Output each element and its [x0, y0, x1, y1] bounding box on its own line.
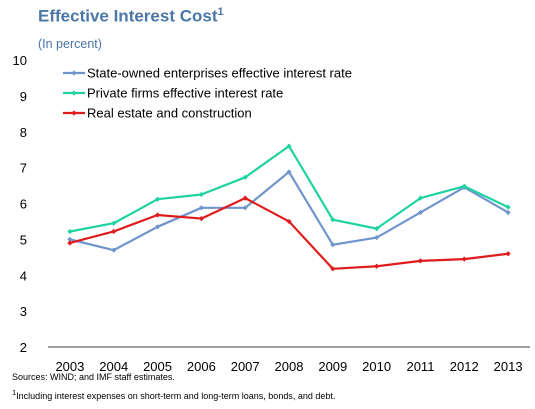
chart-title: Effective Interest Cost1 [38, 6, 224, 27]
series-2 [67, 195, 511, 272]
data-point [286, 169, 292, 175]
x-tick-label: 2006 [187, 359, 216, 374]
chart-subtitle: (In percent) [38, 37, 102, 51]
data-point [330, 242, 336, 248]
chart-axes: 2 3 4 5 6 7 8 9 10 2003 2004 2005 2006 2007 2008 2009 20… [13, 53, 530, 374]
chart-legend: State-owned enterprises effective intere… [63, 66, 352, 121]
data-point [242, 174, 248, 180]
legend-item: State-owned enterprises effective intere… [63, 66, 352, 81]
y-tick-label: 9 [20, 89, 27, 104]
series-line [69, 145, 509, 233]
data-point [198, 205, 204, 211]
data-point [461, 256, 467, 262]
legend-marker [71, 70, 77, 76]
data-point [242, 195, 248, 201]
x-tick-label: 2013 [494, 359, 523, 374]
x-tick-label: 2005 [143, 359, 172, 374]
y-tick-label: 10 [13, 53, 27, 68]
series-1 [67, 143, 511, 235]
y-tick-label: 8 [20, 125, 27, 140]
x-tick-label: 2004 [99, 359, 128, 374]
data-point [505, 204, 511, 210]
footnote: 1Including interest expenses on short-te… [12, 388, 335, 401]
y-tick-label: 4 [20, 268, 27, 283]
data-point [154, 212, 161, 218]
chart-series [67, 143, 511, 272]
x-tick-label: 2010 [362, 359, 391, 374]
data-point [154, 224, 161, 230]
data-point [374, 234, 380, 241]
footnote-text: Including interest expenses on short-ter… [16, 391, 336, 401]
data-point [374, 263, 380, 269]
data-point [198, 215, 204, 222]
data-point [461, 183, 467, 189]
y-tick-label: 7 [20, 161, 27, 176]
x-tick-label: 2003 [55, 359, 84, 374]
x-tick-label: 2012 [450, 359, 479, 374]
footnote-marker: 1 [12, 388, 17, 397]
data-point [330, 217, 336, 223]
data-point [505, 209, 511, 216]
data-point [505, 251, 511, 257]
x-tick-label: 2007 [231, 359, 260, 374]
data-point [154, 196, 161, 202]
data-point [67, 236, 73, 242]
source-note: Sources: WIND; and IMF staff estimates. [12, 372, 175, 382]
legend-label: Real estate and construction [87, 106, 252, 121]
title-footnote-marker: 1 [217, 6, 224, 18]
y-tick-label: 5 [20, 232, 27, 247]
data-point [286, 143, 292, 149]
data-point [67, 228, 73, 235]
series-line [69, 197, 509, 270]
y-tick-label: 6 [20, 197, 27, 212]
data-point [111, 247, 117, 253]
data-point [198, 191, 204, 198]
data-point [67, 240, 73, 246]
data-point [374, 226, 380, 232]
data-point [286, 218, 292, 225]
data-point [111, 228, 117, 235]
legend-item: Real estate and construction [63, 106, 252, 121]
x-tick-label: 2008 [275, 359, 304, 374]
legend-item: Private firms effective interest rate [63, 86, 283, 101]
x-tick-label: 2011 [406, 359, 434, 374]
data-point [330, 266, 336, 272]
y-tick-label: 2 [20, 340, 27, 355]
data-point [417, 209, 424, 216]
data-point [111, 220, 117, 226]
legend-marker [71, 90, 77, 96]
data-point [417, 195, 424, 201]
chart-title-text: Effective Interest Cost [38, 6, 218, 26]
data-point [417, 258, 424, 264]
data-point [242, 205, 248, 211]
legend-marker [71, 110, 77, 116]
y-tick-label: 3 [20, 304, 27, 319]
legend-label: Private firms effective interest rate [87, 86, 283, 101]
x-tick-label: 2009 [318, 359, 347, 374]
legend-label: State-owned enterprises effective intere… [87, 66, 352, 81]
